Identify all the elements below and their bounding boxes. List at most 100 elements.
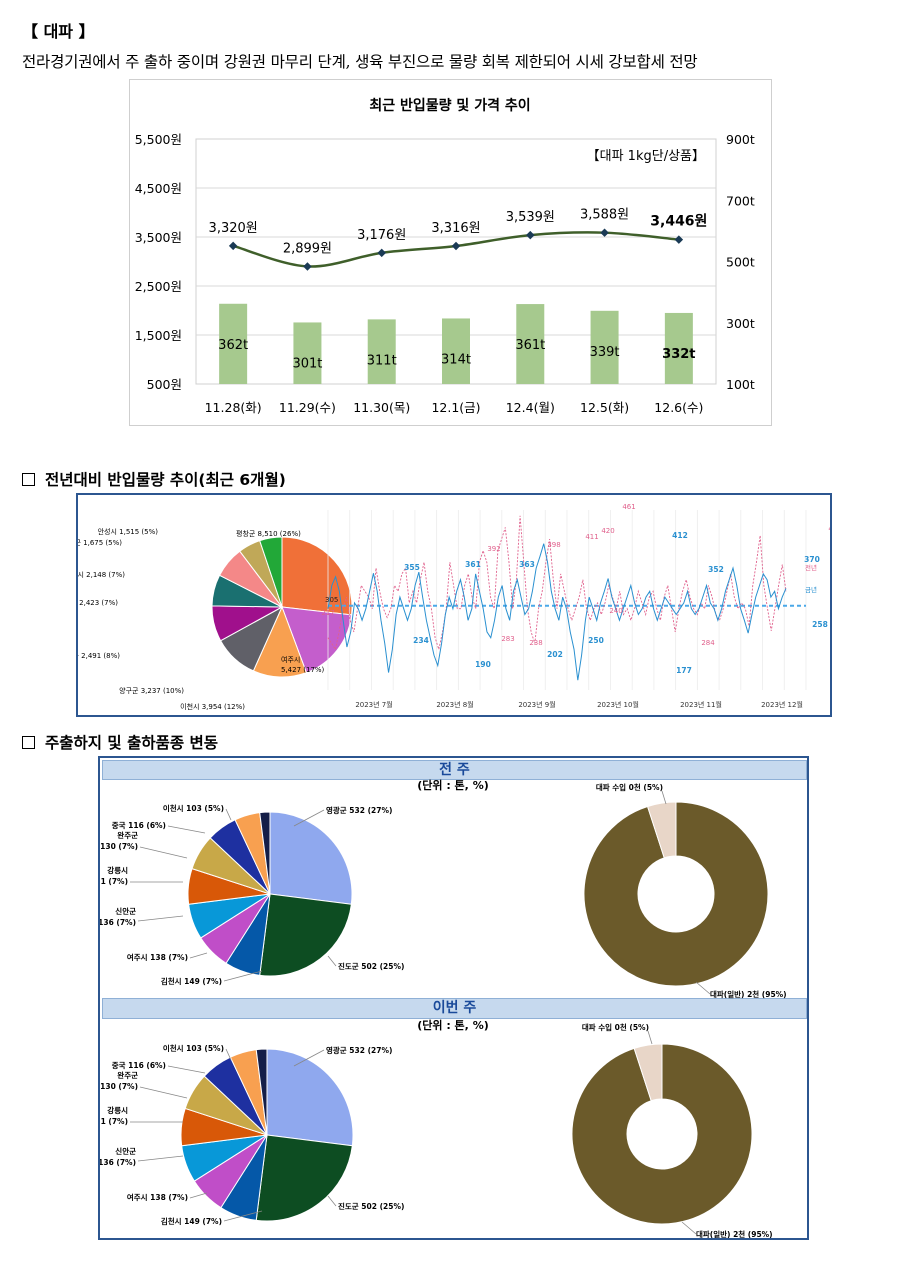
slice-label: 포천시 2,148 (7%) bbox=[78, 570, 125, 579]
volume-bar bbox=[590, 310, 619, 384]
this-year-annotation: 352 bbox=[708, 565, 724, 574]
weekly-origin-panel: 전 주 이번 주 (단위 : 톤, %) 영광군 532 (27%) 진도군 502… bbox=[98, 756, 809, 1240]
leader-line bbox=[225, 1048, 232, 1061]
this-year-annotation: 361 bbox=[465, 560, 481, 569]
volume-bar bbox=[516, 304, 545, 384]
prev-year-annotation: 283 bbox=[501, 635, 514, 643]
x-tick: 11.28(화) bbox=[205, 400, 262, 415]
price-point bbox=[451, 241, 461, 251]
price-label: 3,588원 bbox=[580, 208, 629, 223]
x-tick: 12.1(금) bbox=[431, 400, 480, 415]
slice-label: 홍천군 2,423 (7%) bbox=[78, 598, 118, 607]
volume-bar bbox=[219, 303, 248, 384]
prev-year-annotation: 426 bbox=[828, 525, 830, 533]
slice-label: 진도군 502 (25%) bbox=[338, 1201, 404, 1211]
price-label: 3,316원 bbox=[431, 221, 480, 236]
this-year-annotation: 370 bbox=[804, 555, 820, 564]
leader-line bbox=[661, 790, 667, 805]
prev-year-annotation: 461 bbox=[622, 503, 635, 511]
legend-this-year: 금년 bbox=[805, 585, 817, 594]
donut-label: 대파 수입 0천 (5%) bbox=[596, 782, 663, 792]
slice-label: 강릉시 bbox=[107, 1105, 128, 1115]
slice-label: 진도군 502 (25%) bbox=[338, 961, 404, 971]
x-tick: 2023년 8월 bbox=[436, 700, 473, 709]
x-tick: 12.5(화) bbox=[580, 400, 629, 415]
slice-label: 여주시 138 (7%) bbox=[127, 1192, 188, 1202]
this-year-annotation: 258 bbox=[812, 620, 828, 629]
checkbox-glyph bbox=[22, 736, 35, 749]
slice-label: 136 (7%) bbox=[100, 1158, 136, 1167]
price-label: 3,539원 bbox=[506, 210, 555, 225]
slice-label: 평창군 8,510 (26%) bbox=[236, 529, 301, 538]
pie-slice bbox=[583, 801, 769, 987]
x-tick: 2023년 11월 bbox=[680, 700, 722, 709]
volume-bar bbox=[442, 318, 470, 384]
y-right-tick: 700t bbox=[726, 193, 755, 208]
slice-label: 중국 116 (6%) bbox=[112, 1061, 166, 1070]
slice-label: 양구군 3,237 (10%) bbox=[119, 687, 184, 695]
y-right-tick: 100t bbox=[726, 377, 755, 392]
x-tick: 11.30(목) bbox=[353, 400, 410, 415]
leader-line bbox=[137, 1155, 184, 1162]
prev-year-annotation: 240 bbox=[609, 607, 622, 615]
slice-label: 횡천군 2,491 (8%) bbox=[78, 651, 120, 660]
prev-year-annotation: 420 bbox=[601, 527, 614, 535]
volume-label: 301t bbox=[292, 356, 322, 371]
leader-line bbox=[139, 1086, 188, 1099]
slice-label: 완주군 1,675 (5%) bbox=[78, 539, 122, 547]
y-left-tick: 3,500원 bbox=[135, 230, 182, 245]
pie-slice bbox=[281, 536, 353, 616]
volume-bar bbox=[367, 319, 396, 384]
slice-label: 이천시 3,954 (12%) bbox=[180, 702, 245, 711]
unit-note: 【대파 1kg단/상품】 bbox=[587, 149, 705, 164]
y-right-tick: 500t bbox=[726, 255, 755, 270]
price-label: 3,320원 bbox=[209, 221, 258, 236]
pie-slice bbox=[255, 1134, 353, 1222]
leader-line bbox=[225, 808, 232, 821]
y-left-tick: 500원 bbox=[147, 377, 182, 392]
market-outlook: 전라경기권에서 주 출하 중이며 강원권 마무리 단계, 생육 부진으로 물량 … bbox=[22, 53, 698, 71]
pie-slice bbox=[259, 536, 283, 608]
slice-label: 신안군 bbox=[115, 1146, 136, 1156]
volume-label: 314t bbox=[441, 352, 471, 367]
x-tick: 2023년 9월 bbox=[518, 700, 555, 709]
page-title: 【 대파 】 bbox=[22, 22, 95, 41]
this-year-annotation: 412 bbox=[672, 531, 688, 540]
pie-slice bbox=[266, 1048, 354, 1147]
leader-line bbox=[139, 846, 188, 859]
leader-line bbox=[223, 1210, 263, 1222]
donut-label: 대파(일반) 2천 (95%) bbox=[710, 989, 787, 999]
leader-line bbox=[167, 825, 206, 834]
price-point bbox=[228, 241, 238, 251]
price-label: 3,446원 bbox=[650, 214, 707, 230]
slice-label: 130 (7%) bbox=[100, 842, 138, 851]
pie-slice bbox=[646, 801, 677, 859]
leader-line bbox=[695, 981, 711, 995]
slice-label: 여주시 138 (7%) bbox=[127, 952, 188, 962]
leader-line bbox=[223, 970, 263, 982]
this-year-line bbox=[327, 543, 787, 681]
prev-year-annotation: 398 bbox=[547, 541, 560, 549]
this-year-annotation: 202 bbox=[547, 650, 563, 659]
slice-label: 이천시 103 (5%) bbox=[163, 1043, 224, 1053]
unit-label: (단위 : 톤, %) bbox=[417, 778, 489, 792]
x-tick: 12.4(월) bbox=[506, 400, 555, 415]
x-tick: 2023년 10월 bbox=[597, 700, 639, 709]
pie-slice bbox=[281, 606, 353, 674]
leader-line bbox=[189, 952, 208, 959]
x-tick: 2023년 12월 bbox=[761, 700, 803, 709]
this-year-annotation: 250 bbox=[588, 636, 604, 645]
pie-slice bbox=[633, 1043, 663, 1102]
average-label: 305 bbox=[325, 596, 338, 604]
volume-bar bbox=[293, 322, 322, 384]
volume-bar bbox=[664, 312, 693, 384]
section-heading-volume-trend: 전년대비 반입물량 추이(최근 6개월) bbox=[22, 468, 286, 490]
price-point bbox=[600, 228, 609, 237]
slice-label: 131 (7%) bbox=[100, 1117, 128, 1126]
this-year-annotation: 177 bbox=[676, 666, 692, 675]
pie-slice bbox=[259, 893, 352, 977]
pie-slice bbox=[259, 811, 271, 895]
slice-label: 영광군 532 (27%) bbox=[326, 805, 392, 815]
pie-slice bbox=[255, 1048, 268, 1136]
volume-label: 332t bbox=[662, 347, 695, 362]
